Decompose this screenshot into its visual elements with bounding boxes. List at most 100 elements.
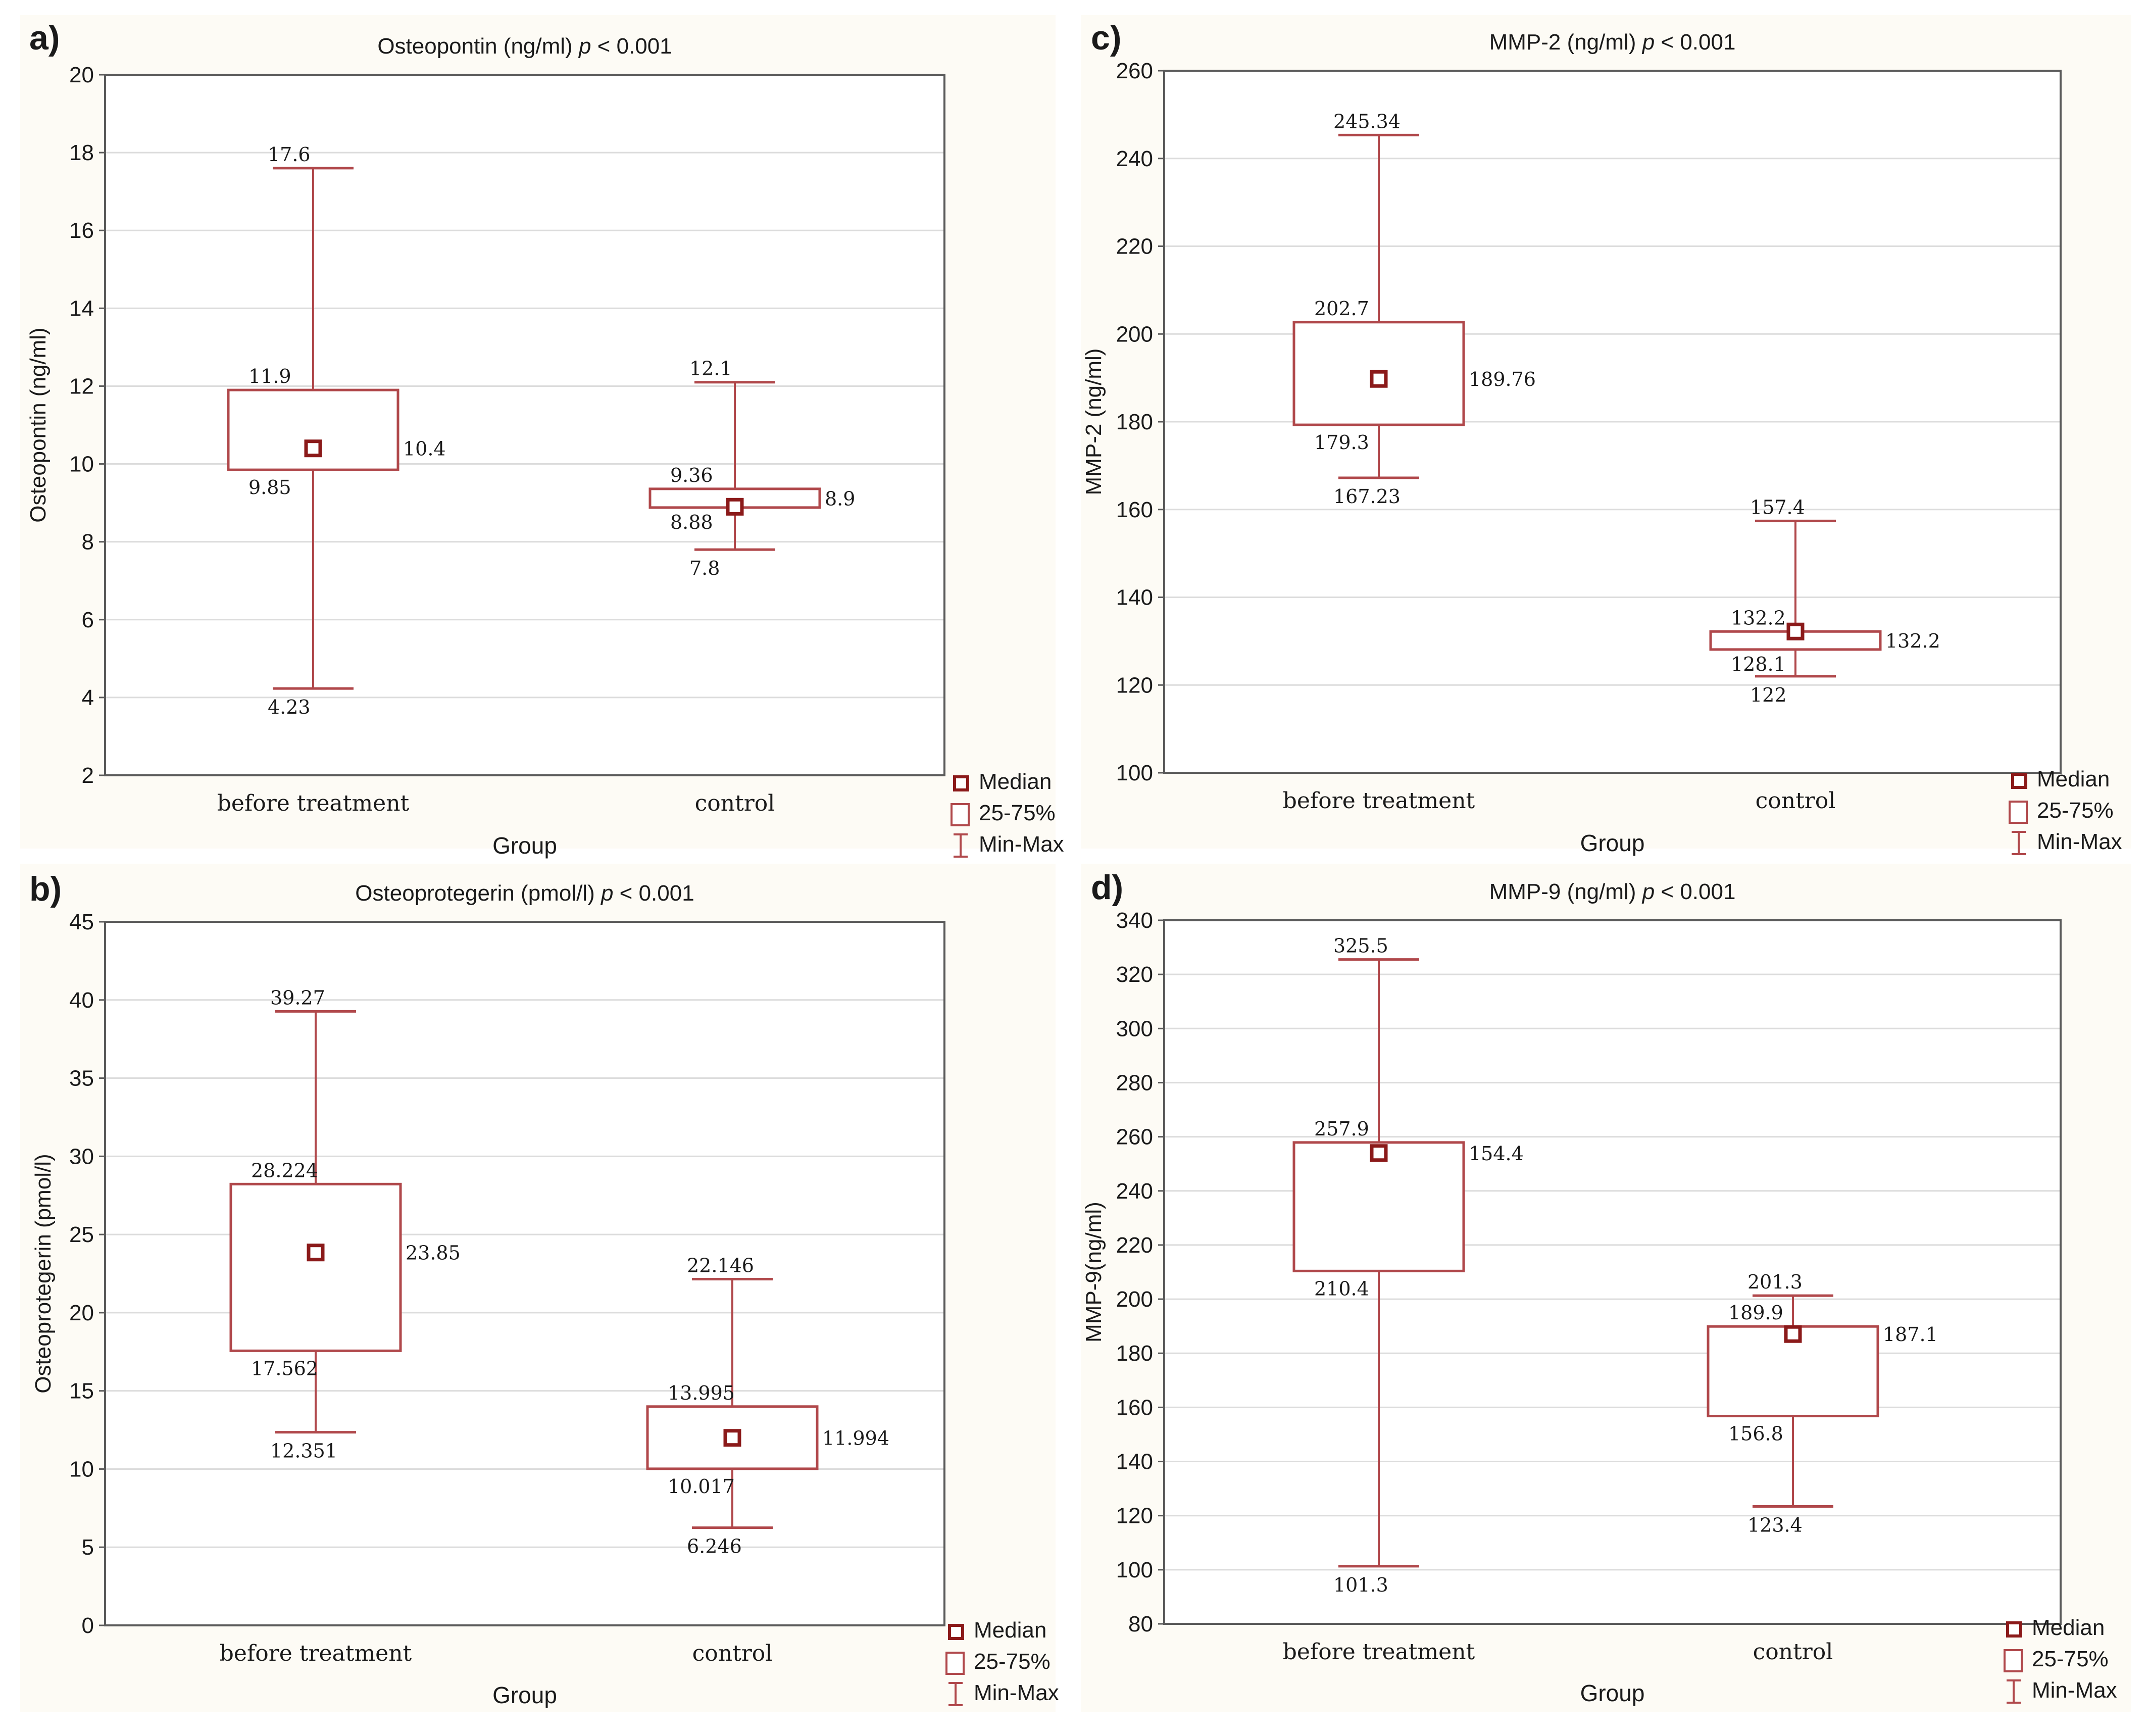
q1-value-label: 17.562 (251, 1357, 318, 1379)
legend-median-swatch (2006, 1621, 2022, 1638)
category-label: before treatment (220, 1641, 412, 1666)
y-tick-label: 0 (82, 1613, 94, 1638)
title-part: MMP-2 (ng/ml) (1489, 30, 1642, 55)
q3-value-label: 13.995 (668, 1382, 735, 1404)
legend-median-swatch (953, 775, 969, 791)
iqr-box (227, 388, 399, 471)
y-tick-label: 35 (69, 1066, 94, 1091)
y-tick-label: 180 (1116, 410, 1153, 434)
x-axis-label: Group (1580, 830, 1645, 856)
q1-value-label: 179.3 (1314, 431, 1369, 454)
q1-value-label: 128.1 (1731, 653, 1786, 675)
max-value-label: 39.27 (270, 986, 325, 1009)
panel-label: a) (29, 19, 60, 57)
chart-title: Osteopontin (ng/ml) p < 0.001 (377, 34, 672, 59)
q3-value-label: 28.224 (251, 1159, 318, 1181)
panel-a: 2 4 6 8 10 12 14 16 18 20 a) Osteopontin (ng/ml) p … (20, 15, 1064, 859)
legend-median-label: Median (2037, 767, 2110, 791)
median-marker (1786, 622, 1805, 640)
median-value-label: 8.9 (825, 487, 855, 510)
y-tick-label: 320 (1116, 962, 1153, 987)
category-label: control (1756, 788, 1836, 814)
y-tick-label: 160 (1116, 498, 1153, 522)
y-tick-label: 140 (1116, 585, 1153, 610)
y-tick-label: 80 (1128, 1612, 1153, 1636)
min-value-label: 4.23 (268, 696, 311, 718)
chart-title: MMP-2 (ng/ml) p < 0.001 (1489, 30, 1736, 55)
legend: Median 25-75% Min-Max (951, 769, 1064, 858)
x-axis-label: Group (492, 1682, 557, 1708)
y-tick-label: 120 (1116, 1504, 1153, 1528)
legend: Median 25-75% Min-Max (2004, 1615, 2117, 1704)
legend-iqr-label: 25-75% (979, 801, 1056, 825)
y-axis-label: MMP-9(ng/ml) (1081, 1202, 1106, 1343)
panel-b: 0 5 10 15 20 25 30 35 40 45 b) Osteoprotegerin (pmo… (20, 864, 1059, 1712)
y-tick-label: 6 (82, 608, 94, 632)
y-tick-label: 100 (1116, 761, 1153, 785)
legend-median-label: Median (979, 769, 1052, 794)
q1-value-label: 9.85 (248, 476, 291, 499)
legend-iqr-swatch (945, 1652, 965, 1675)
median-marker (1370, 370, 1388, 388)
y-tick-label: 5 (82, 1535, 94, 1560)
y-tick-label: 280 (1116, 1070, 1153, 1095)
plot-frame (104, 921, 945, 1626)
title-part: < 0.001 (613, 881, 694, 906)
max-value-label: 245.34 (1333, 110, 1401, 132)
y-tick-label: 2 (82, 763, 94, 788)
q1-value-label: 210.4 (1314, 1277, 1369, 1300)
legend-iqr-swatch (951, 803, 970, 826)
legend-range-label: Min-Max (979, 832, 1064, 857)
median-marker (723, 1429, 741, 1447)
y-tick-label: 15 (69, 1379, 94, 1404)
q3-value-label: 257.9 (1314, 1118, 1369, 1140)
plot-frame (1163, 70, 2062, 774)
y-axis-label: Osteoprotegerin (pmol/l) (31, 1154, 56, 1393)
min-value-label: 167.23 (1333, 485, 1401, 508)
y-tick-label: 16 (69, 218, 94, 243)
y-tick-label: 240 (1116, 146, 1153, 171)
title-part: < 0.001 (591, 34, 672, 59)
box-0: 245.34 167.23 202.7 179.3 189.76 (1292, 110, 1536, 508)
y-tick-label: 12 (69, 374, 94, 399)
median-value-label: 132.2 (1885, 630, 1940, 652)
chart-title: MMP-9 (ng/ml) p < 0.001 (1489, 879, 1736, 904)
y-axis-label: Osteopontin (ng/ml) (26, 327, 51, 522)
y-tick-label: 8 (82, 530, 94, 555)
panel-label: b) (29, 870, 62, 908)
median-marker (304, 439, 322, 458)
q3-value-label: 202.7 (1314, 297, 1369, 320)
legend-range-label: Min-Max (2032, 1678, 2117, 1703)
median-marker (726, 498, 744, 516)
category-label: before treatment (217, 790, 410, 816)
q3-value-label: 11.9 (248, 365, 291, 387)
median-value-label: 189.76 (1469, 368, 1536, 390)
panel-d: 80 100 120 140 160 180 200 220 240 260 280 300 320 34… (1081, 864, 2131, 1712)
title-part: Osteoprotegerin (pmol/l) (355, 881, 601, 906)
title-part: p (1641, 879, 1655, 904)
y-tick-label: 14 (69, 296, 94, 321)
y-tick-label: 10 (69, 452, 94, 477)
iqr-box (1292, 1141, 1465, 1272)
min-value-label: 12.351 (270, 1440, 337, 1462)
median-value-label: 23.85 (406, 1242, 461, 1264)
max-value-label: 325.5 (1333, 935, 1388, 957)
plot-frame (104, 74, 945, 776)
min-value-label: 122 (1750, 684, 1787, 706)
median-value-label: 11.994 (822, 1427, 889, 1450)
x-axis-label: Group (1580, 1680, 1645, 1706)
max-value-label: 201.3 (1747, 1271, 1803, 1293)
y-tick-label: 20 (69, 1301, 94, 1325)
q3-value-label: 9.36 (670, 464, 713, 486)
box-0: 325.5 101.3 257.9 210.4 154.4 (1292, 935, 1524, 1596)
legend-range-label: Min-Max (974, 1680, 1059, 1705)
legend-median-label: Median (974, 1618, 1046, 1643)
median-marker (1784, 1325, 1802, 1343)
median-value-label: 154.4 (1469, 1143, 1524, 1165)
legend-iqr-label: 25-75% (2037, 798, 2114, 823)
title-part: p (600, 881, 613, 906)
q3-value-label: 189.9 (1728, 1302, 1783, 1324)
y-tick-label: 40 (69, 988, 94, 1013)
